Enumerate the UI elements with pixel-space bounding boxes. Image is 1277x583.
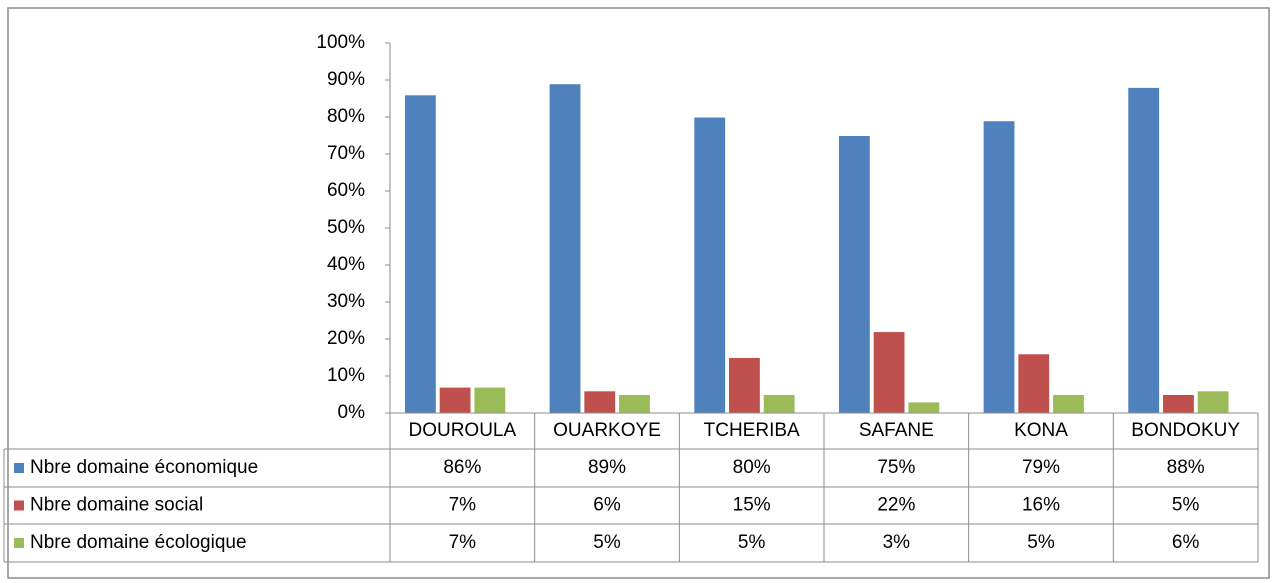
category-label: TCHERIBA <box>704 420 800 441</box>
bar <box>548 83 582 414</box>
category-label: OUARKOYE <box>553 420 661 441</box>
y-tick-label: 90% <box>327 69 365 90</box>
bar <box>907 401 941 414</box>
legend-swatch <box>14 538 24 548</box>
y-tick-label: 40% <box>327 254 365 275</box>
y-tick-label: 80% <box>327 106 365 127</box>
bar <box>762 394 796 414</box>
chart-border <box>7 7 1270 579</box>
legend-label: Nbre domaine économique <box>30 457 258 478</box>
bar <box>583 390 617 414</box>
bar <box>728 357 761 414</box>
bar <box>403 94 437 414</box>
bar <box>1196 390 1230 414</box>
bar <box>473 386 507 414</box>
table-value: 6% <box>1172 532 1200 553</box>
bar <box>1017 353 1051 414</box>
y-tick-label: 0% <box>338 402 366 423</box>
category-label: BONDOKUY <box>1131 420 1240 441</box>
y-tick-label: 60% <box>327 180 365 201</box>
table-value: 86% <box>443 457 481 478</box>
table-value: 89% <box>588 457 626 478</box>
table-value: 7% <box>449 495 477 516</box>
legend-label: Nbre domaine écologique <box>30 532 247 553</box>
y-tick-label: 20% <box>327 328 365 349</box>
category-label: KONA <box>1014 420 1068 441</box>
table-value: 15% <box>733 495 771 516</box>
category-label: SAFANE <box>859 420 934 441</box>
legend-label: Nbre domaine social <box>30 495 203 516</box>
table-value: 7% <box>449 532 477 553</box>
bar <box>1052 394 1085 414</box>
table-value: 5% <box>593 532 621 553</box>
table-value: 80% <box>733 457 771 478</box>
table-value: 5% <box>1172 495 1200 516</box>
legend-swatch <box>14 500 24 511</box>
table-value: 16% <box>1022 495 1060 516</box>
table-value: 3% <box>883 532 911 553</box>
table-value: 6% <box>593 495 621 516</box>
y-tick-label: 10% <box>327 365 365 386</box>
table-value: 5% <box>1027 532 1055 553</box>
category-label: DOUROULA <box>408 420 516 441</box>
table-value: 79% <box>1022 457 1060 478</box>
bar <box>837 135 871 414</box>
table-value: 88% <box>1167 457 1205 478</box>
bar <box>1127 86 1161 414</box>
bar <box>618 394 651 414</box>
bar <box>693 116 727 414</box>
bar <box>872 331 906 414</box>
bar <box>982 120 1016 414</box>
table-value: 75% <box>877 457 915 478</box>
legend-swatch <box>14 463 24 473</box>
table-value: 5% <box>738 532 766 553</box>
y-tick-label: 70% <box>327 143 365 164</box>
bar <box>1162 394 1195 414</box>
table-value: 22% <box>877 495 915 516</box>
y-tick-label: 50% <box>327 217 365 238</box>
bar <box>438 386 472 414</box>
y-tick-label: 100% <box>316 32 365 53</box>
y-tick-label: 30% <box>327 291 365 312</box>
